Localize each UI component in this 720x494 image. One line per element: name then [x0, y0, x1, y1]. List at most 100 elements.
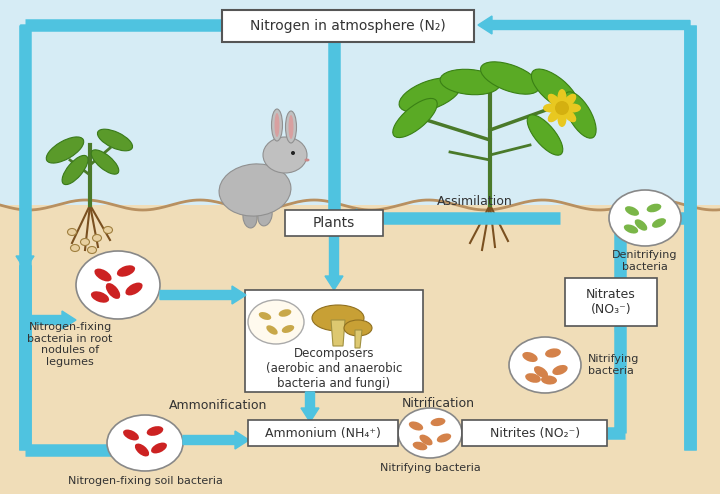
- FancyBboxPatch shape: [245, 290, 423, 392]
- Ellipse shape: [431, 418, 446, 426]
- Ellipse shape: [344, 320, 372, 336]
- Ellipse shape: [409, 421, 423, 431]
- Ellipse shape: [76, 251, 160, 319]
- Ellipse shape: [219, 164, 291, 216]
- FancyBboxPatch shape: [285, 210, 383, 236]
- FancyBboxPatch shape: [222, 10, 474, 42]
- Ellipse shape: [625, 206, 639, 216]
- Ellipse shape: [548, 94, 561, 107]
- Ellipse shape: [480, 62, 539, 94]
- Ellipse shape: [565, 104, 581, 113]
- Ellipse shape: [151, 443, 167, 453]
- Ellipse shape: [68, 229, 76, 236]
- Ellipse shape: [88, 247, 96, 253]
- FancyArrow shape: [325, 236, 343, 290]
- Ellipse shape: [62, 156, 88, 185]
- Ellipse shape: [399, 78, 461, 112]
- Ellipse shape: [71, 245, 79, 251]
- Ellipse shape: [147, 426, 163, 436]
- Ellipse shape: [46, 137, 84, 163]
- Text: Nitrates
(NO₃⁻): Nitrates (NO₃⁻): [586, 288, 636, 316]
- Ellipse shape: [545, 348, 561, 358]
- Ellipse shape: [286, 111, 297, 143]
- FancyArrow shape: [611, 278, 629, 332]
- Ellipse shape: [282, 325, 294, 333]
- FancyArrow shape: [183, 431, 249, 449]
- Ellipse shape: [413, 442, 427, 451]
- Ellipse shape: [420, 435, 433, 446]
- FancyBboxPatch shape: [248, 420, 398, 446]
- Ellipse shape: [123, 430, 139, 441]
- Ellipse shape: [248, 300, 304, 344]
- Text: Nitrification: Nitrification: [402, 397, 474, 410]
- Ellipse shape: [117, 265, 135, 277]
- Polygon shape: [331, 320, 345, 346]
- Ellipse shape: [557, 111, 567, 127]
- Ellipse shape: [552, 365, 567, 375]
- Ellipse shape: [243, 206, 257, 228]
- Ellipse shape: [266, 325, 278, 335]
- FancyArrow shape: [110, 441, 155, 459]
- Ellipse shape: [91, 291, 109, 303]
- Ellipse shape: [125, 283, 143, 295]
- Ellipse shape: [534, 366, 548, 378]
- Ellipse shape: [437, 433, 451, 443]
- FancyArrow shape: [343, 209, 387, 227]
- FancyArrow shape: [478, 16, 690, 34]
- Text: Ammonification: Ammonification: [168, 399, 267, 412]
- Ellipse shape: [548, 109, 561, 123]
- Ellipse shape: [609, 190, 681, 246]
- Ellipse shape: [97, 129, 132, 151]
- Text: Nitrifying bacteria: Nitrifying bacteria: [379, 463, 480, 473]
- Text: Plants: Plants: [313, 216, 355, 230]
- Bar: [0, 0, 720, 205]
- Text: Nitrites (NO₂⁻): Nitrites (NO₂⁻): [490, 426, 580, 440]
- Ellipse shape: [91, 150, 119, 174]
- Text: Denitrifying
bacteria: Denitrifying bacteria: [612, 250, 678, 272]
- Ellipse shape: [312, 305, 364, 331]
- Ellipse shape: [527, 115, 563, 155]
- Ellipse shape: [393, 98, 437, 138]
- Text: Assimilation: Assimilation: [437, 195, 513, 208]
- Ellipse shape: [104, 227, 112, 234]
- Ellipse shape: [291, 151, 295, 155]
- Ellipse shape: [525, 373, 541, 383]
- Ellipse shape: [258, 312, 271, 320]
- Text: Nitrogen-fixing soil bacteria: Nitrogen-fixing soil bacteria: [68, 476, 222, 486]
- Ellipse shape: [563, 109, 576, 123]
- FancyArrow shape: [25, 311, 76, 329]
- Ellipse shape: [440, 69, 500, 95]
- Ellipse shape: [263, 137, 307, 173]
- Bar: [0, 205, 720, 494]
- Ellipse shape: [564, 92, 596, 138]
- Ellipse shape: [81, 239, 89, 246]
- Ellipse shape: [258, 204, 272, 226]
- Ellipse shape: [555, 101, 569, 115]
- Ellipse shape: [557, 89, 567, 105]
- Text: Nitrogen-fixing
bacteria in root
nodules of
legumes: Nitrogen-fixing bacteria in root nodules…: [27, 322, 113, 367]
- Ellipse shape: [230, 177, 244, 189]
- Text: Nitrogen in atmosphere (N₂): Nitrogen in atmosphere (N₂): [250, 19, 446, 33]
- FancyArrow shape: [325, 205, 343, 237]
- FancyArrow shape: [16, 25, 34, 270]
- Ellipse shape: [107, 415, 183, 471]
- Ellipse shape: [647, 204, 661, 212]
- Ellipse shape: [305, 159, 310, 162]
- Ellipse shape: [509, 337, 581, 393]
- Ellipse shape: [563, 94, 576, 107]
- Ellipse shape: [289, 115, 294, 139]
- Text: Nitrifying
bacteria: Nitrifying bacteria: [588, 354, 639, 376]
- FancyArrow shape: [301, 392, 319, 422]
- FancyBboxPatch shape: [565, 278, 657, 326]
- Ellipse shape: [279, 309, 292, 317]
- Ellipse shape: [652, 218, 666, 228]
- Ellipse shape: [531, 69, 579, 111]
- FancyArrow shape: [160, 286, 246, 304]
- Polygon shape: [355, 330, 362, 348]
- Ellipse shape: [398, 408, 462, 458]
- Ellipse shape: [541, 375, 557, 384]
- FancyArrow shape: [425, 424, 463, 442]
- Ellipse shape: [624, 224, 638, 234]
- Text: Decomposers
(aerobic and anaerobic
bacteria and fungi): Decomposers (aerobic and anaerobic bacte…: [266, 346, 402, 389]
- Ellipse shape: [94, 269, 112, 282]
